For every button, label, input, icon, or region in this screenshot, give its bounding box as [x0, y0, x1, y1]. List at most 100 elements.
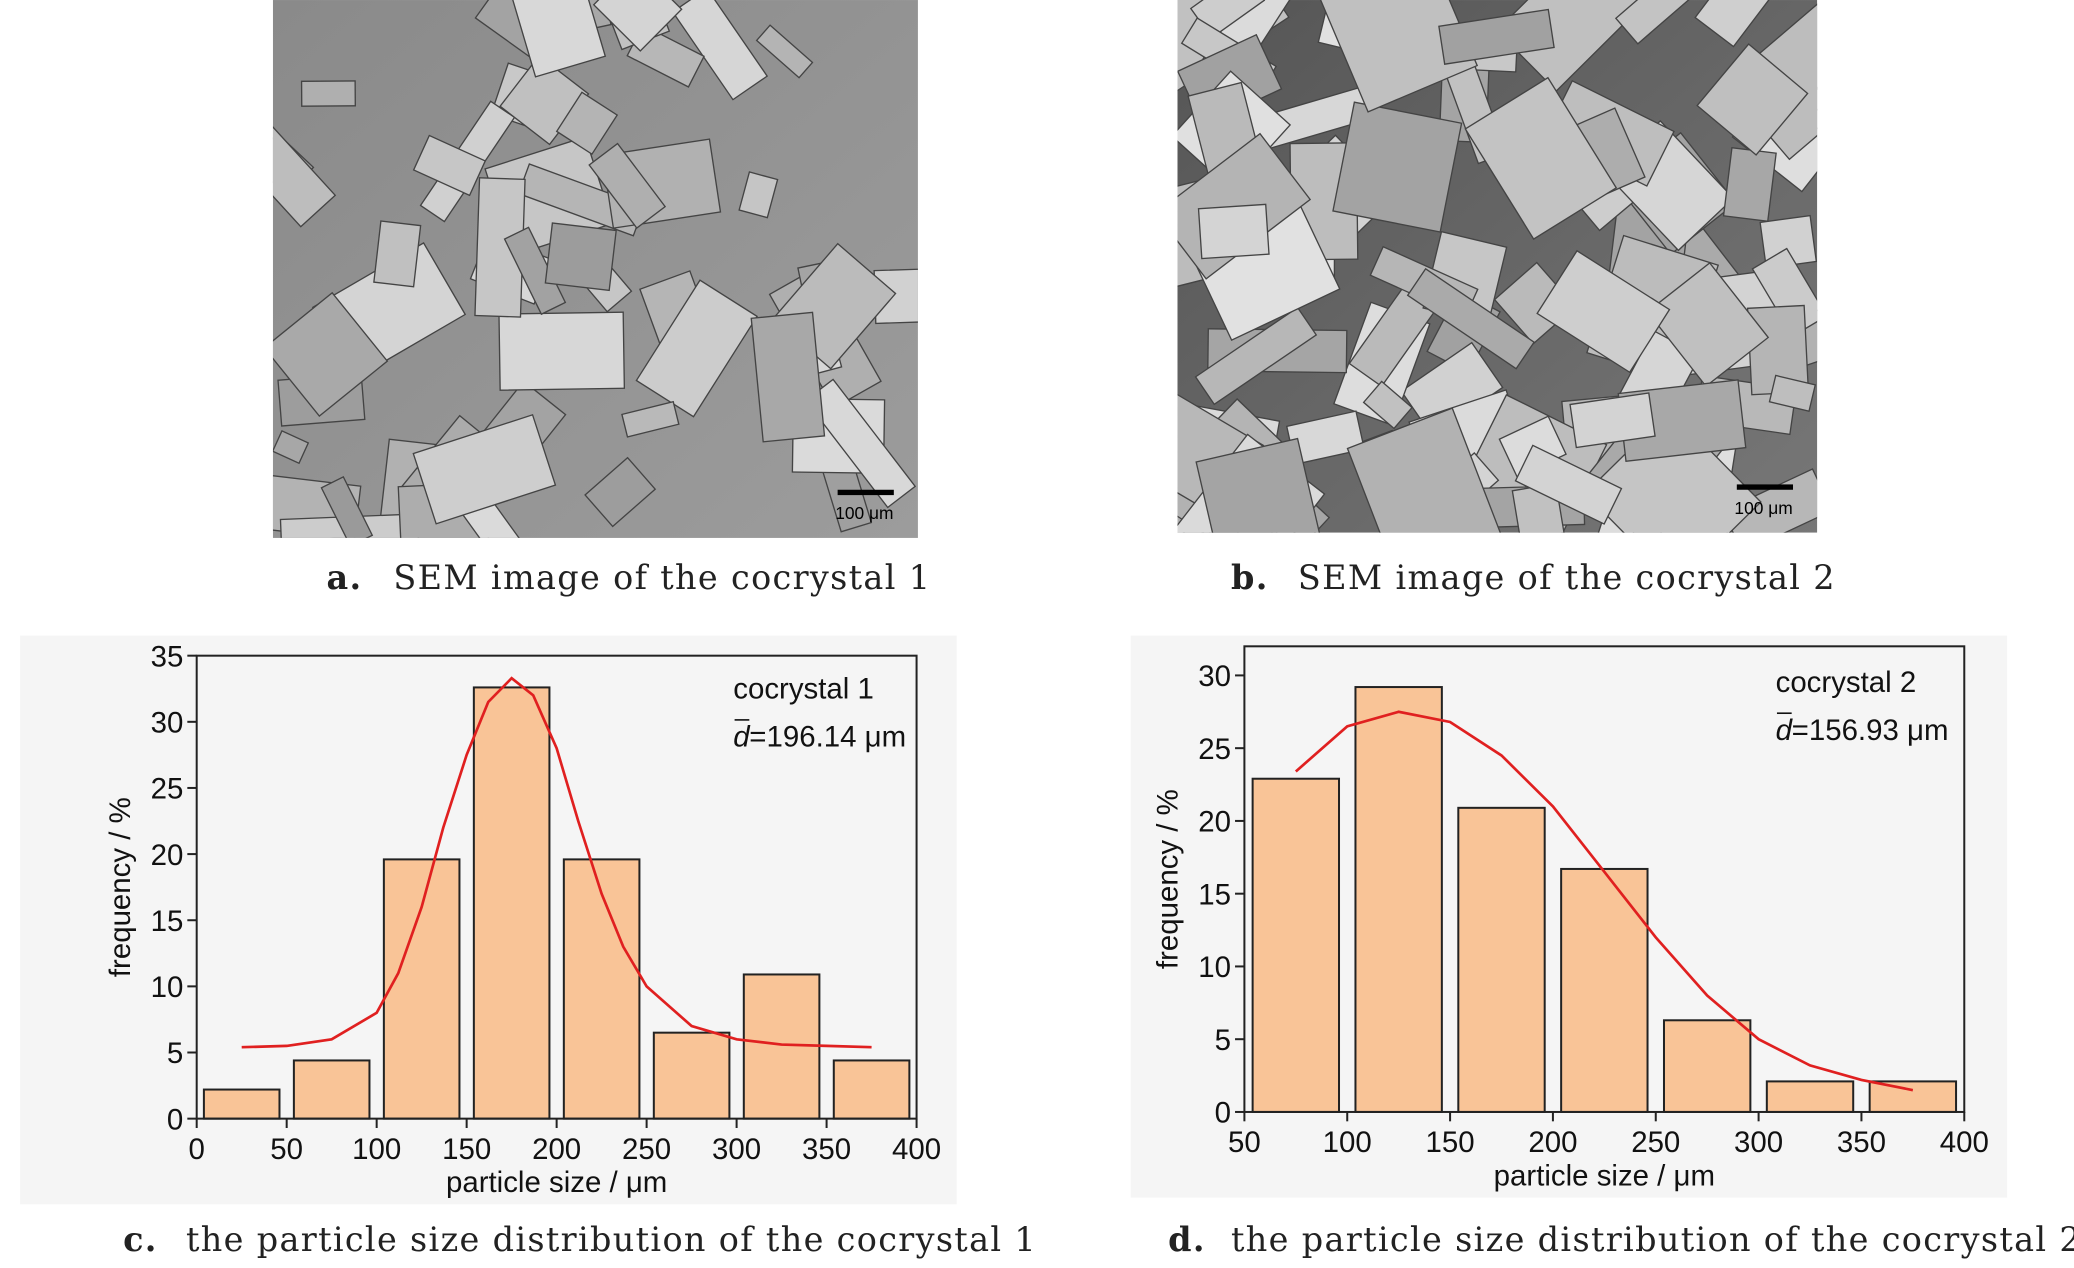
x-tick-label: 250 [622, 1133, 671, 1166]
crystal [1195, 437, 1325, 533]
crystal [1536, 249, 1671, 374]
crystal [272, 291, 389, 418]
x-tick-label: 50 [270, 1133, 303, 1166]
caption-label: d. [1168, 1220, 1206, 1259]
x-tick-label: 300 [1734, 1126, 1783, 1159]
y-tick-label: 30 [1198, 660, 1231, 693]
crystal [509, 0, 607, 78]
sem-image [1177, 0, 1818, 533]
x-tick-label: 200 [1528, 1126, 1577, 1159]
caption: SEM image of the cocrystal 1 [393, 558, 931, 597]
y-tick-label: 5 [1215, 1024, 1231, 1057]
bar [472, 686, 551, 1120]
x-tick-label: 300 [712, 1133, 761, 1166]
y-tick-label: 15 [1198, 878, 1231, 911]
crystal [1514, 444, 1623, 525]
plot-frame [1243, 645, 1966, 1113]
mean-symbol: d [733, 721, 751, 754]
crystal [272, 97, 337, 228]
caption-label: b. [1231, 558, 1269, 597]
x-tick-label: 100 [1323, 1126, 1372, 1159]
bar [562, 858, 641, 1120]
crystal [412, 413, 557, 525]
crystal [1768, 374, 1817, 412]
crystal [1646, 261, 1770, 388]
mean-symbol: d [1776, 714, 1794, 747]
bar [1560, 867, 1649, 1113]
x-tick-label: 350 [1837, 1126, 1886, 1159]
crystals [1177, 0, 1818, 533]
sem-image [272, 0, 918, 538]
bar [1354, 686, 1443, 1113]
crystal [635, 279, 759, 418]
x-tick-label: 400 [892, 1133, 941, 1166]
crystal [1406, 267, 1536, 370]
crystal [1464, 76, 1618, 240]
y-tick-label: 10 [151, 971, 184, 1004]
y-tick-label: 5 [167, 1037, 183, 1070]
crystal [1495, 0, 1652, 92]
crystal [1694, 0, 1783, 48]
x-axis-label: particle size / μm [1494, 1160, 1715, 1193]
caption: the particle size distribution of the co… [186, 1220, 1037, 1259]
crystal [584, 456, 657, 528]
crystal [738, 171, 779, 219]
caption: the particle size distribution of the co… [1231, 1220, 2074, 1259]
crystal [1194, 306, 1318, 406]
x-axis-label: particle size / μm [446, 1166, 667, 1199]
annotation: cocrystal 2 [1776, 666, 1917, 699]
crystal [300, 80, 356, 107]
caption-label: c. [123, 1220, 158, 1259]
bar [832, 1059, 911, 1120]
bar [1868, 1080, 1958, 1113]
crystals [272, 0, 918, 538]
annotation: cocrystal 1 [733, 672, 874, 705]
x-tick-label: 350 [802, 1133, 851, 1166]
bar [1251, 777, 1341, 1113]
y-tick-label: 0 [1215, 1097, 1231, 1130]
x-tick-label: 0 [189, 1133, 205, 1166]
crystal [412, 134, 487, 197]
y-tick-label: 10 [1198, 951, 1231, 984]
y-tick-label: 25 [1198, 733, 1231, 766]
fit-curve [241, 676, 872, 1049]
scale-bar [1736, 484, 1794, 490]
x-tick-label: 150 [1426, 1126, 1475, 1159]
crystal [621, 400, 680, 438]
crystal [498, 311, 626, 391]
bar [292, 1059, 371, 1120]
crystal [588, 142, 667, 229]
caption: SEM image of the cocrystal 2 [1298, 558, 1836, 597]
y-axis-label: frequency / % [1151, 789, 1184, 969]
crystal [1722, 146, 1777, 223]
crystal [1318, 0, 1479, 113]
crystal [1614, 0, 1703, 45]
y-tick-label: 30 [151, 707, 184, 740]
crystal [320, 476, 374, 538]
x-tick-label: 250 [1631, 1126, 1680, 1159]
scale-bar [837, 489, 894, 496]
mean-value: =196.14 μm [749, 721, 906, 754]
crystal [1346, 407, 1504, 533]
x-tick-label: 100 [352, 1133, 401, 1166]
bar [1662, 1019, 1752, 1113]
crystal [1751, 247, 1818, 338]
bar [652, 1031, 731, 1120]
x-tick-label: 50 [1228, 1126, 1261, 1159]
crystal [555, 91, 619, 156]
y-tick-label: 35 [151, 640, 184, 673]
x-tick-label: 150 [442, 1133, 491, 1166]
scale-bar-label: 100 μm [1734, 498, 1792, 518]
crystal [373, 220, 422, 288]
y-tick-label: 20 [1198, 806, 1231, 839]
bar [1765, 1080, 1855, 1113]
crystal [1722, 468, 1818, 533]
y-tick-label: 20 [151, 839, 184, 872]
scale-bar-label: 100 μm [835, 503, 893, 523]
y-tick-label: 15 [151, 905, 184, 938]
crystal [1362, 380, 1413, 430]
bar [382, 858, 461, 1120]
crystal [544, 222, 617, 292]
crystal [272, 430, 310, 465]
